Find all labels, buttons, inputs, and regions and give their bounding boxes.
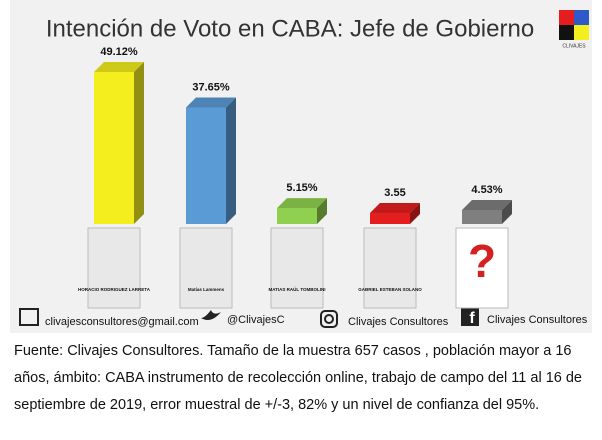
ballot [179,227,233,309]
value-label: 3.55 [384,187,405,199]
value-label: 49.12% [100,46,138,58]
bar [94,72,134,224]
footer-twitter: @ClivajesC [227,314,285,326]
logo: CLIVAJES [559,10,589,49]
bar-side [317,198,327,224]
bar [186,107,226,224]
logo-text: CLIVAJES [562,43,586,49]
bar-top [370,203,420,214]
candidate-name: Matías Lammens [188,287,225,292]
chart: Intención de Voto en CABA: Jefe de Gobie… [10,0,592,333]
candidate-name: GABRIEL ESTEBAN SOLANO [358,287,422,292]
footer-facebook: Clivajes Consultores [487,314,588,326]
ballot [363,227,417,309]
bar [370,213,410,224]
ballot [270,227,324,309]
value-label: 4.53% [471,184,502,196]
bar-side [410,203,420,224]
bar-top [462,199,512,210]
value-label: 5.15% [286,182,317,194]
bar-side [134,62,144,224]
candidate-name: MATIAS RAÚL TOMBOLINI [269,286,326,292]
bar-top [277,198,327,209]
bar [462,209,502,224]
footer-icons: f [19,308,479,328]
bar [277,208,317,224]
footer-instagram: Clivajes Consultores [348,316,449,328]
value-label: 37.65% [192,81,230,93]
bar-top [186,97,236,108]
candidate-name: HORACIO RODRIGUEZ LARRETA [78,287,151,292]
svg-text:f: f [469,310,475,327]
bar-side [502,199,512,224]
ballot [87,227,141,309]
footer-email: clivajesconsultores@gmail.com [45,316,199,328]
ballot [455,227,509,309]
bar-side [226,97,236,224]
bar-top [94,62,144,72]
question-mark: ? [468,235,496,287]
chart-title: Intención de Voto en CABA: Jefe de Gobie… [46,15,534,42]
caption: Fuente: Clivajes Consultores. Tamaño de … [14,343,582,413]
